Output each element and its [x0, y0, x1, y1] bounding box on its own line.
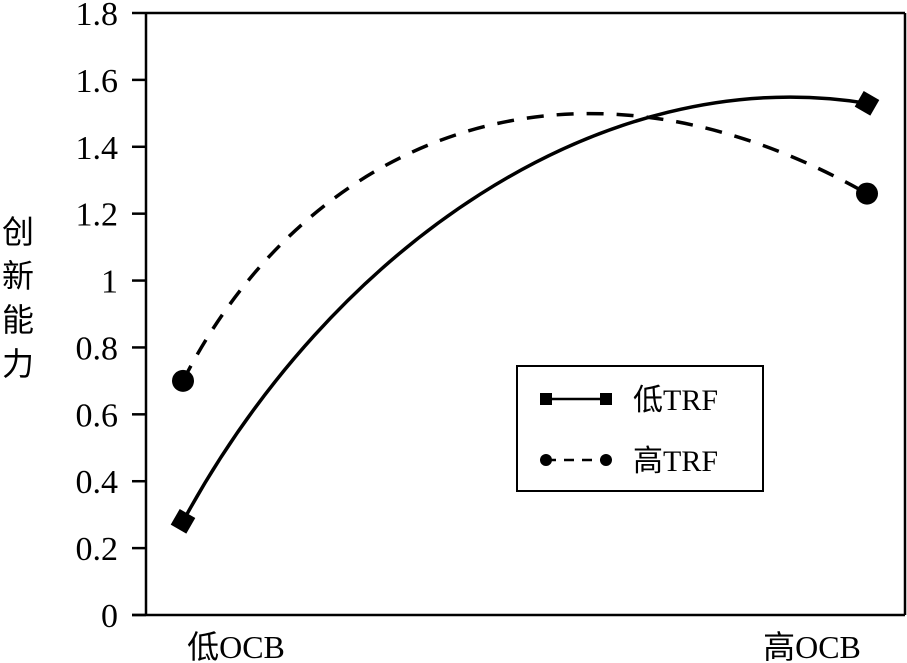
x-category-low-ocb: 低OCB: [187, 629, 285, 663]
y-tick-label: 0: [101, 598, 118, 635]
series-markers: [170, 91, 880, 534]
series-high-trf-line: [181, 111, 868, 382]
legend-square-marker-icon: [540, 393, 552, 405]
y-tick-label: 1.4: [76, 130, 119, 167]
circle-marker-icon: [172, 369, 194, 392]
plot-frame: [132, 11, 907, 617]
legend-label-high-trf: 高TRF: [633, 445, 718, 478]
y-tick-label: 1.6: [76, 63, 119, 100]
ylabel-char-3: 能: [2, 301, 34, 339]
square-marker-icon: [170, 509, 196, 534]
legend: 低TRF 高TRF: [516, 365, 764, 492]
y-tick-label: 1.2: [76, 197, 119, 234]
y-axis-ticks: 0 0.2 0.4 0.6 0.8 1 1.2 1.4 1.6 1.8: [76, 0, 146, 635]
y-tick-label: 0.2: [76, 531, 119, 568]
legend-item-high-trf: 高TRF: [540, 445, 718, 478]
legend-square-marker-icon: [600, 393, 612, 405]
circle-marker-icon: [856, 182, 878, 205]
ylabel-char-4: 力: [2, 345, 34, 383]
legend-box: [516, 365, 764, 492]
y-tick-label: 1.8: [76, 0, 119, 33]
y-tick-label: 0.6: [76, 397, 119, 434]
legend-circle-marker-icon: [600, 454, 612, 466]
legend-item-low-trf: 低TRF: [540, 384, 718, 417]
y-tick-label: 0.8: [76, 330, 119, 367]
y-axis-label: 创 新 能 力: [2, 213, 34, 383]
square-marker-icon: [854, 91, 880, 116]
legend-label-low-trf: 低TRF: [633, 384, 718, 417]
legend-circle-marker-icon: [540, 454, 552, 466]
ylabel-char-1: 创: [2, 213, 34, 251]
y-tick-label: 0.4: [76, 464, 119, 501]
ylabel-char-2: 新: [2, 257, 34, 295]
y-tick-label: 1: [101, 264, 118, 301]
x-category-high-ocb: 高OCB: [763, 629, 861, 663]
series-low-trf-line: [181, 95, 868, 523]
